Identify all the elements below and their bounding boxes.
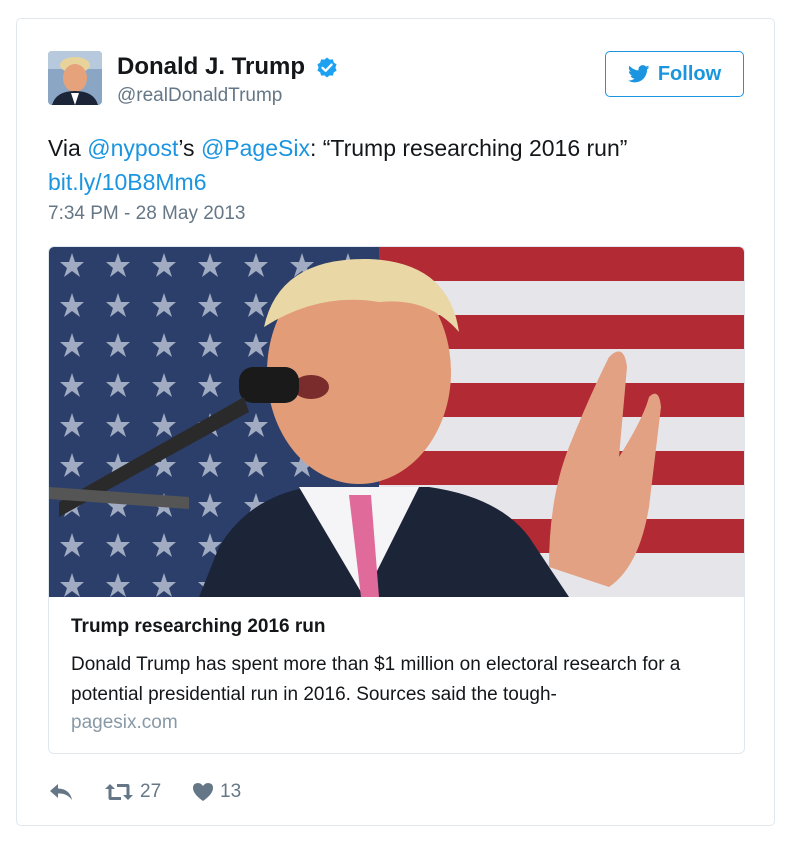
tweet-text: Via @nypost’s @PageSix: “Trump researchi… (48, 131, 748, 199)
display-name[interactable]: Donald J. Trump (117, 53, 306, 80)
follow-button[interactable]: Follow (605, 51, 744, 97)
screen-name[interactable]: @realDonaldTrump (117, 85, 283, 106)
reply-icon (50, 784, 72, 800)
card-domain: pagesix.com (71, 712, 178, 733)
tweet-text-prefix: Via (48, 135, 88, 161)
retweet-icon (105, 784, 133, 800)
like-button[interactable]: 13 (192, 781, 241, 803)
tweet-text-mid: ’s (178, 135, 201, 161)
avatar[interactable] (48, 51, 102, 105)
like-count: 13 (220, 781, 242, 802)
verified-badge-icon (317, 57, 337, 78)
heart-icon (193, 783, 213, 801)
tweet-short-link[interactable]: bit.ly/10B8Mm6 (48, 169, 207, 195)
twitter-bird-icon (627, 65, 650, 83)
card-image (49, 247, 744, 597)
tweet-actions: 27 13 (48, 779, 241, 805)
tweet-text-suffix: : “Trump researching 2016 run” (309, 135, 628, 161)
reply-button[interactable] (48, 781, 104, 803)
mention-nypost-link[interactable]: @nypost (87, 135, 179, 161)
mention-pagesix-link[interactable]: @PageSix (200, 135, 310, 161)
card-title: Trump researching 2016 run (71, 616, 326, 637)
retweet-button[interactable]: 27 (104, 781, 192, 803)
tweet-timestamp[interactable]: 7:34 PM - 28 May 2013 (48, 203, 246, 224)
follow-label: Follow (657, 62, 722, 85)
avatar-image (48, 51, 102, 105)
link-preview-card[interactable]: Trump researching 2016 run Donald Trump … (48, 246, 745, 754)
card-description: Donald Trump has spent more than $1 mill… (71, 654, 681, 705)
tweet-card: Donald J. Trump @realDonaldTrump Follow … (16, 18, 775, 826)
retweet-count: 27 (140, 781, 162, 802)
